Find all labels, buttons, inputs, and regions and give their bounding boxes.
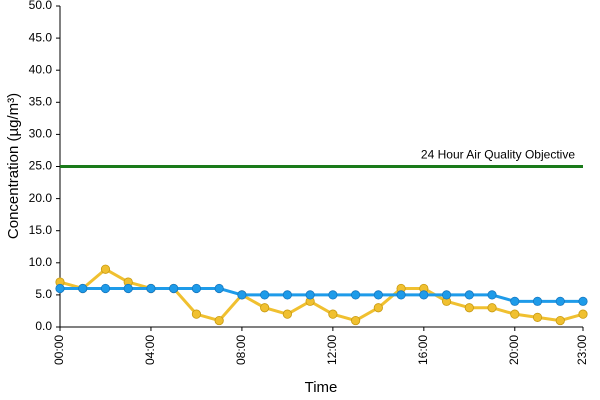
data-point: [305, 290, 315, 300]
y-tick-label: 20.0: [29, 191, 53, 205]
data-point: [532, 296, 543, 306]
data-point: [510, 296, 520, 306]
data-point: [532, 312, 543, 322]
y-tick-label: 40.0: [29, 62, 53, 76]
data-point: [191, 283, 202, 294]
data-point: [123, 283, 133, 294]
data-point: [282, 290, 292, 300]
data-point: [78, 283, 88, 294]
data-point: [578, 296, 588, 306]
x-tick-label: 23:00: [575, 335, 589, 365]
y-tick-label: 30.0: [29, 127, 53, 141]
series-2: [55, 283, 588, 306]
data-point: [55, 283, 65, 294]
data-point: [100, 283, 111, 294]
data-point: [214, 315, 224, 326]
data-point: [351, 290, 361, 300]
x-tick-label: 00:00: [52, 335, 66, 365]
data-point: [146, 283, 156, 294]
reference-line-label: 24 Hour Air Quality Objective: [421, 148, 575, 162]
data-point: [328, 309, 338, 319]
y-tick-label: 5.0: [35, 287, 52, 301]
y-tick-label: 50.0: [29, 0, 53, 12]
data-point: [169, 283, 179, 294]
data-point: [510, 309, 520, 319]
x-axis-title: Time: [305, 379, 338, 396]
y-tick-label: 35.0: [29, 94, 53, 108]
data-point: [351, 315, 361, 326]
y-tick-label: 10.0: [29, 255, 53, 269]
x-tick-label: 16:00: [416, 335, 430, 365]
data-point: [441, 290, 452, 300]
data-point: [237, 290, 247, 300]
x-tick-label: 12:00: [325, 335, 339, 365]
x-tick-label: 08:00: [234, 335, 248, 365]
x-axis-ticks: 00:00 04:00 08:00 12:00 16:00 20:00 23:00: [52, 327, 589, 365]
y-tick-label: 25.0: [29, 159, 53, 173]
y-axis-ticks: 0.0 5.0 10.0 15.0 20.0 25.0 30.0 35.0 40.0 45.0 50…: [29, 0, 60, 333]
x-tick-label: 20:00: [507, 335, 521, 365]
series-line: [60, 286, 583, 303]
data-point: [464, 303, 474, 313]
data-point: [260, 303, 270, 313]
y-tick-label: 0.0: [35, 319, 52, 333]
data-point: [214, 283, 224, 294]
data-point: [396, 290, 406, 300]
data-point: [578, 309, 588, 319]
data-point: [191, 309, 202, 319]
data-point: [100, 264, 111, 274]
y-tick-label: 15.0: [29, 223, 53, 237]
x-tick-label: 04:00: [143, 335, 157, 365]
data-point: [373, 290, 383, 300]
data-point: [260, 290, 270, 300]
data-point: [419, 290, 429, 300]
y-tick-label: 45.0: [29, 30, 53, 44]
reference-line-group: 24 Hour Air Quality Objective: [60, 148, 583, 168]
y-axis-title: Concentration (µg/m³): [5, 93, 22, 239]
data-point: [282, 309, 292, 319]
data-point: [555, 315, 565, 326]
data-point: [328, 290, 338, 300]
data-point: [555, 296, 565, 306]
series-group: [55, 264, 588, 326]
data-point: [373, 303, 383, 313]
data-point: [487, 290, 497, 300]
data-point: [464, 290, 474, 300]
data-point: [487, 303, 497, 313]
